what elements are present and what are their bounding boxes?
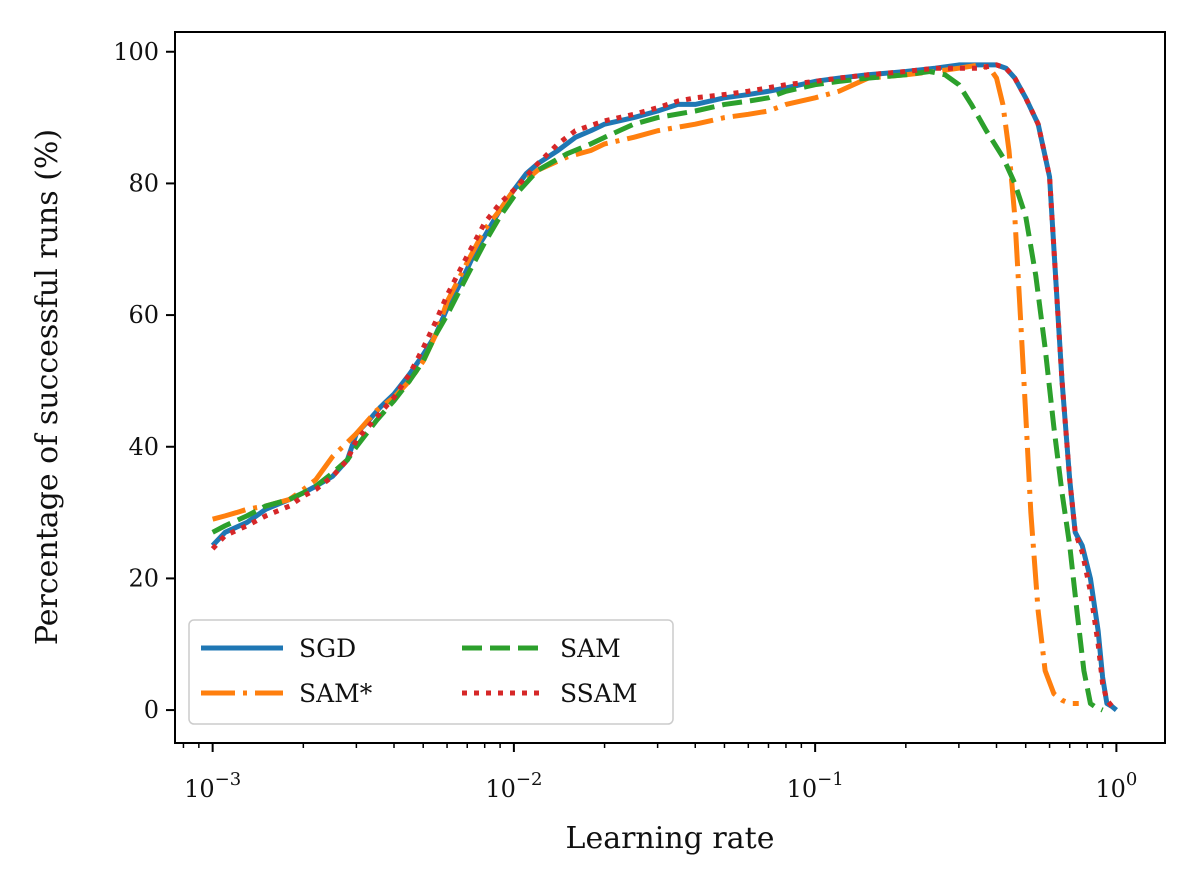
x-axis-label: Learning rate xyxy=(566,821,775,856)
y-axis-label: Percentage of successful runs (%) xyxy=(30,129,65,645)
y-tick-label: 80 xyxy=(128,169,159,197)
legend-label-ssam: SSAM xyxy=(560,679,637,708)
y-tick-label: 40 xyxy=(128,433,159,461)
legend-label-sam: SAM xyxy=(560,634,621,663)
series-layer xyxy=(210,62,1118,713)
y-tick-label: 20 xyxy=(128,564,159,592)
y-tick-label: 0 xyxy=(144,696,159,724)
legend-label-sam-star: SAM* xyxy=(299,679,373,708)
legend-frame xyxy=(188,619,674,725)
plot-frame xyxy=(174,31,1166,744)
series-line-sam xyxy=(211,69,1104,713)
x-tick-label: 10−1 xyxy=(787,769,844,803)
x-axis-ticks: 10−3 10−2 10−1 100 xyxy=(182,743,1137,803)
y-tick-label: 60 xyxy=(128,301,159,329)
legend: SGD SAM* SAM SSAM xyxy=(188,619,674,725)
series-line-sam xyxy=(212,62,1079,706)
y-tick-label: 100 xyxy=(113,38,159,66)
legend-label-sgd: SGD xyxy=(299,634,356,663)
x-tick-label: 10−2 xyxy=(485,769,542,803)
y-axis-ticks: 0 20 40 60 80 100 xyxy=(113,38,175,724)
x-tick-label: 100 xyxy=(1095,769,1137,803)
x-tick-label: 10−3 xyxy=(184,769,241,803)
